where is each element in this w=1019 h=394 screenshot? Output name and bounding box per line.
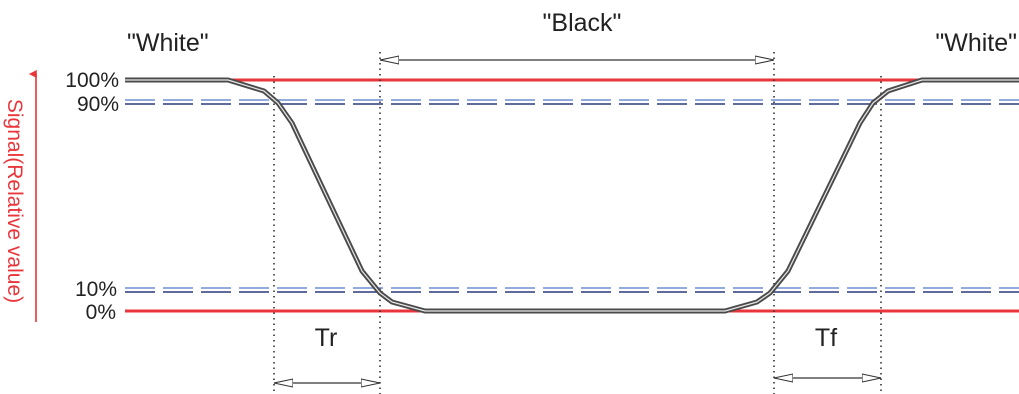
signal-waveform-outer xyxy=(125,77,1019,314)
signal-waveform-inner xyxy=(125,79,1019,312)
level-label-0: 0% xyxy=(86,301,116,324)
state-label-white-right: "White" xyxy=(935,29,1017,57)
rise-time-label: Tr xyxy=(315,324,338,352)
level-label-90: 90% xyxy=(77,93,119,116)
level-label-100: 100% xyxy=(65,69,119,92)
signal-axis-title: Signal(Relative value) xyxy=(3,99,26,303)
level-label-10: 10% xyxy=(75,278,117,301)
fall-time-label: Tf xyxy=(815,324,837,352)
state-label-white-left: "White" xyxy=(127,29,209,57)
state-label-black: "Black" xyxy=(543,9,622,37)
